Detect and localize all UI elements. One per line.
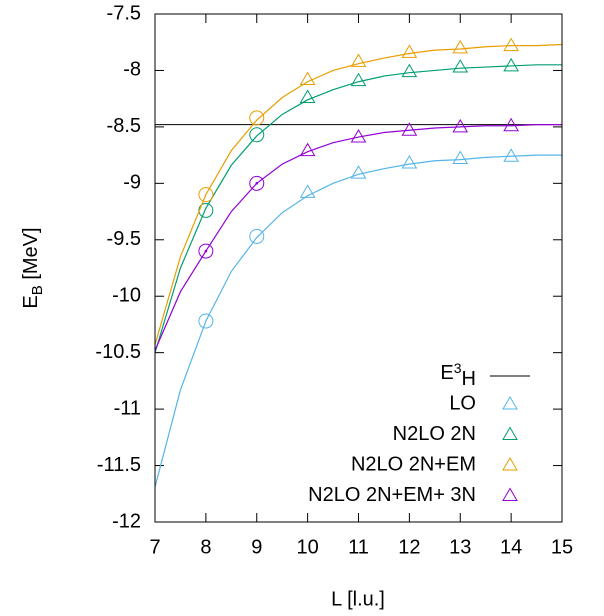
point	[299, 71, 316, 85]
legend-label: E3H	[440, 360, 476, 391]
legend-marker	[502, 396, 518, 410]
x-tick-label: 11	[348, 536, 369, 558]
point	[350, 72, 367, 87]
point	[401, 122, 418, 136]
x-tick-label: 10	[297, 536, 319, 558]
y-tick-label: -8.5	[107, 115, 141, 137]
legend-label: N2LO 2N+EM+ 3N	[308, 484, 476, 506]
y-tick-label: -11.5	[97, 454, 141, 476]
x-tick-label: 13	[449, 536, 471, 558]
point	[249, 228, 265, 244]
fit-curve	[155, 43, 562, 345]
y-axis-label: EB [MeV]	[20, 227, 46, 308]
point	[249, 127, 265, 143]
point	[401, 155, 418, 169]
y-tick-label: -8	[123, 59, 141, 81]
point	[350, 129, 367, 143]
legend-label: N2LO 2N	[393, 423, 476, 445]
legend-label: LO	[449, 392, 476, 414]
y-tick-label: -10.5	[95, 341, 141, 363]
point	[249, 175, 265, 191]
fit-curve	[155, 64, 562, 353]
y-tick-label: -11	[114, 397, 141, 419]
point-center	[204, 249, 208, 253]
x-axis-label: L [l.u.]	[331, 588, 385, 610]
point	[503, 37, 519, 52]
point	[452, 118, 469, 133]
fit-curve	[155, 124, 562, 351]
fit-curve	[155, 154, 562, 488]
y-label-unit: [MeV]	[20, 227, 42, 285]
point	[198, 187, 214, 203]
point	[198, 243, 214, 259]
point	[299, 142, 316, 157]
plot-frame	[154, 13, 563, 523]
x-tick-label: 7	[149, 536, 160, 558]
y-tick-label: -7.5	[107, 2, 141, 24]
point	[401, 63, 418, 78]
point	[452, 39, 469, 54]
point	[198, 313, 214, 329]
point	[299, 89, 316, 104]
legend-label: N2LO 2N+EM	[351, 453, 476, 475]
x-tick-label: 15	[551, 536, 573, 558]
legend-marker	[502, 457, 518, 471]
point	[503, 148, 519, 162]
legend-label-main: E	[440, 362, 453, 384]
x-tick-label: 9	[251, 536, 262, 558]
point	[249, 110, 265, 126]
point-center	[255, 182, 259, 185]
point	[503, 117, 519, 132]
y-label-sub: B	[29, 285, 46, 295]
point	[452, 59, 469, 73]
x-tick-label: 12	[398, 536, 420, 558]
legend-marker	[502, 426, 518, 440]
y-tick-label: -9	[123, 172, 141, 194]
point	[401, 44, 418, 58]
point	[299, 184, 316, 198]
y-tick-label: -10	[112, 285, 141, 307]
y-tick-label: -12	[112, 510, 141, 532]
point	[452, 150, 469, 164]
legend-marker	[502, 487, 518, 501]
x-tick-label: 8	[200, 536, 211, 558]
x-tick-label: 14	[500, 536, 522, 558]
y-tick-label: -9.5	[107, 228, 141, 250]
y-label-main: E	[20, 295, 42, 308]
point	[350, 53, 367, 67]
legend-label-sub: H	[462, 368, 476, 390]
legend-label-sup: 3	[454, 360, 462, 376]
point	[503, 57, 519, 72]
point	[350, 165, 367, 179]
